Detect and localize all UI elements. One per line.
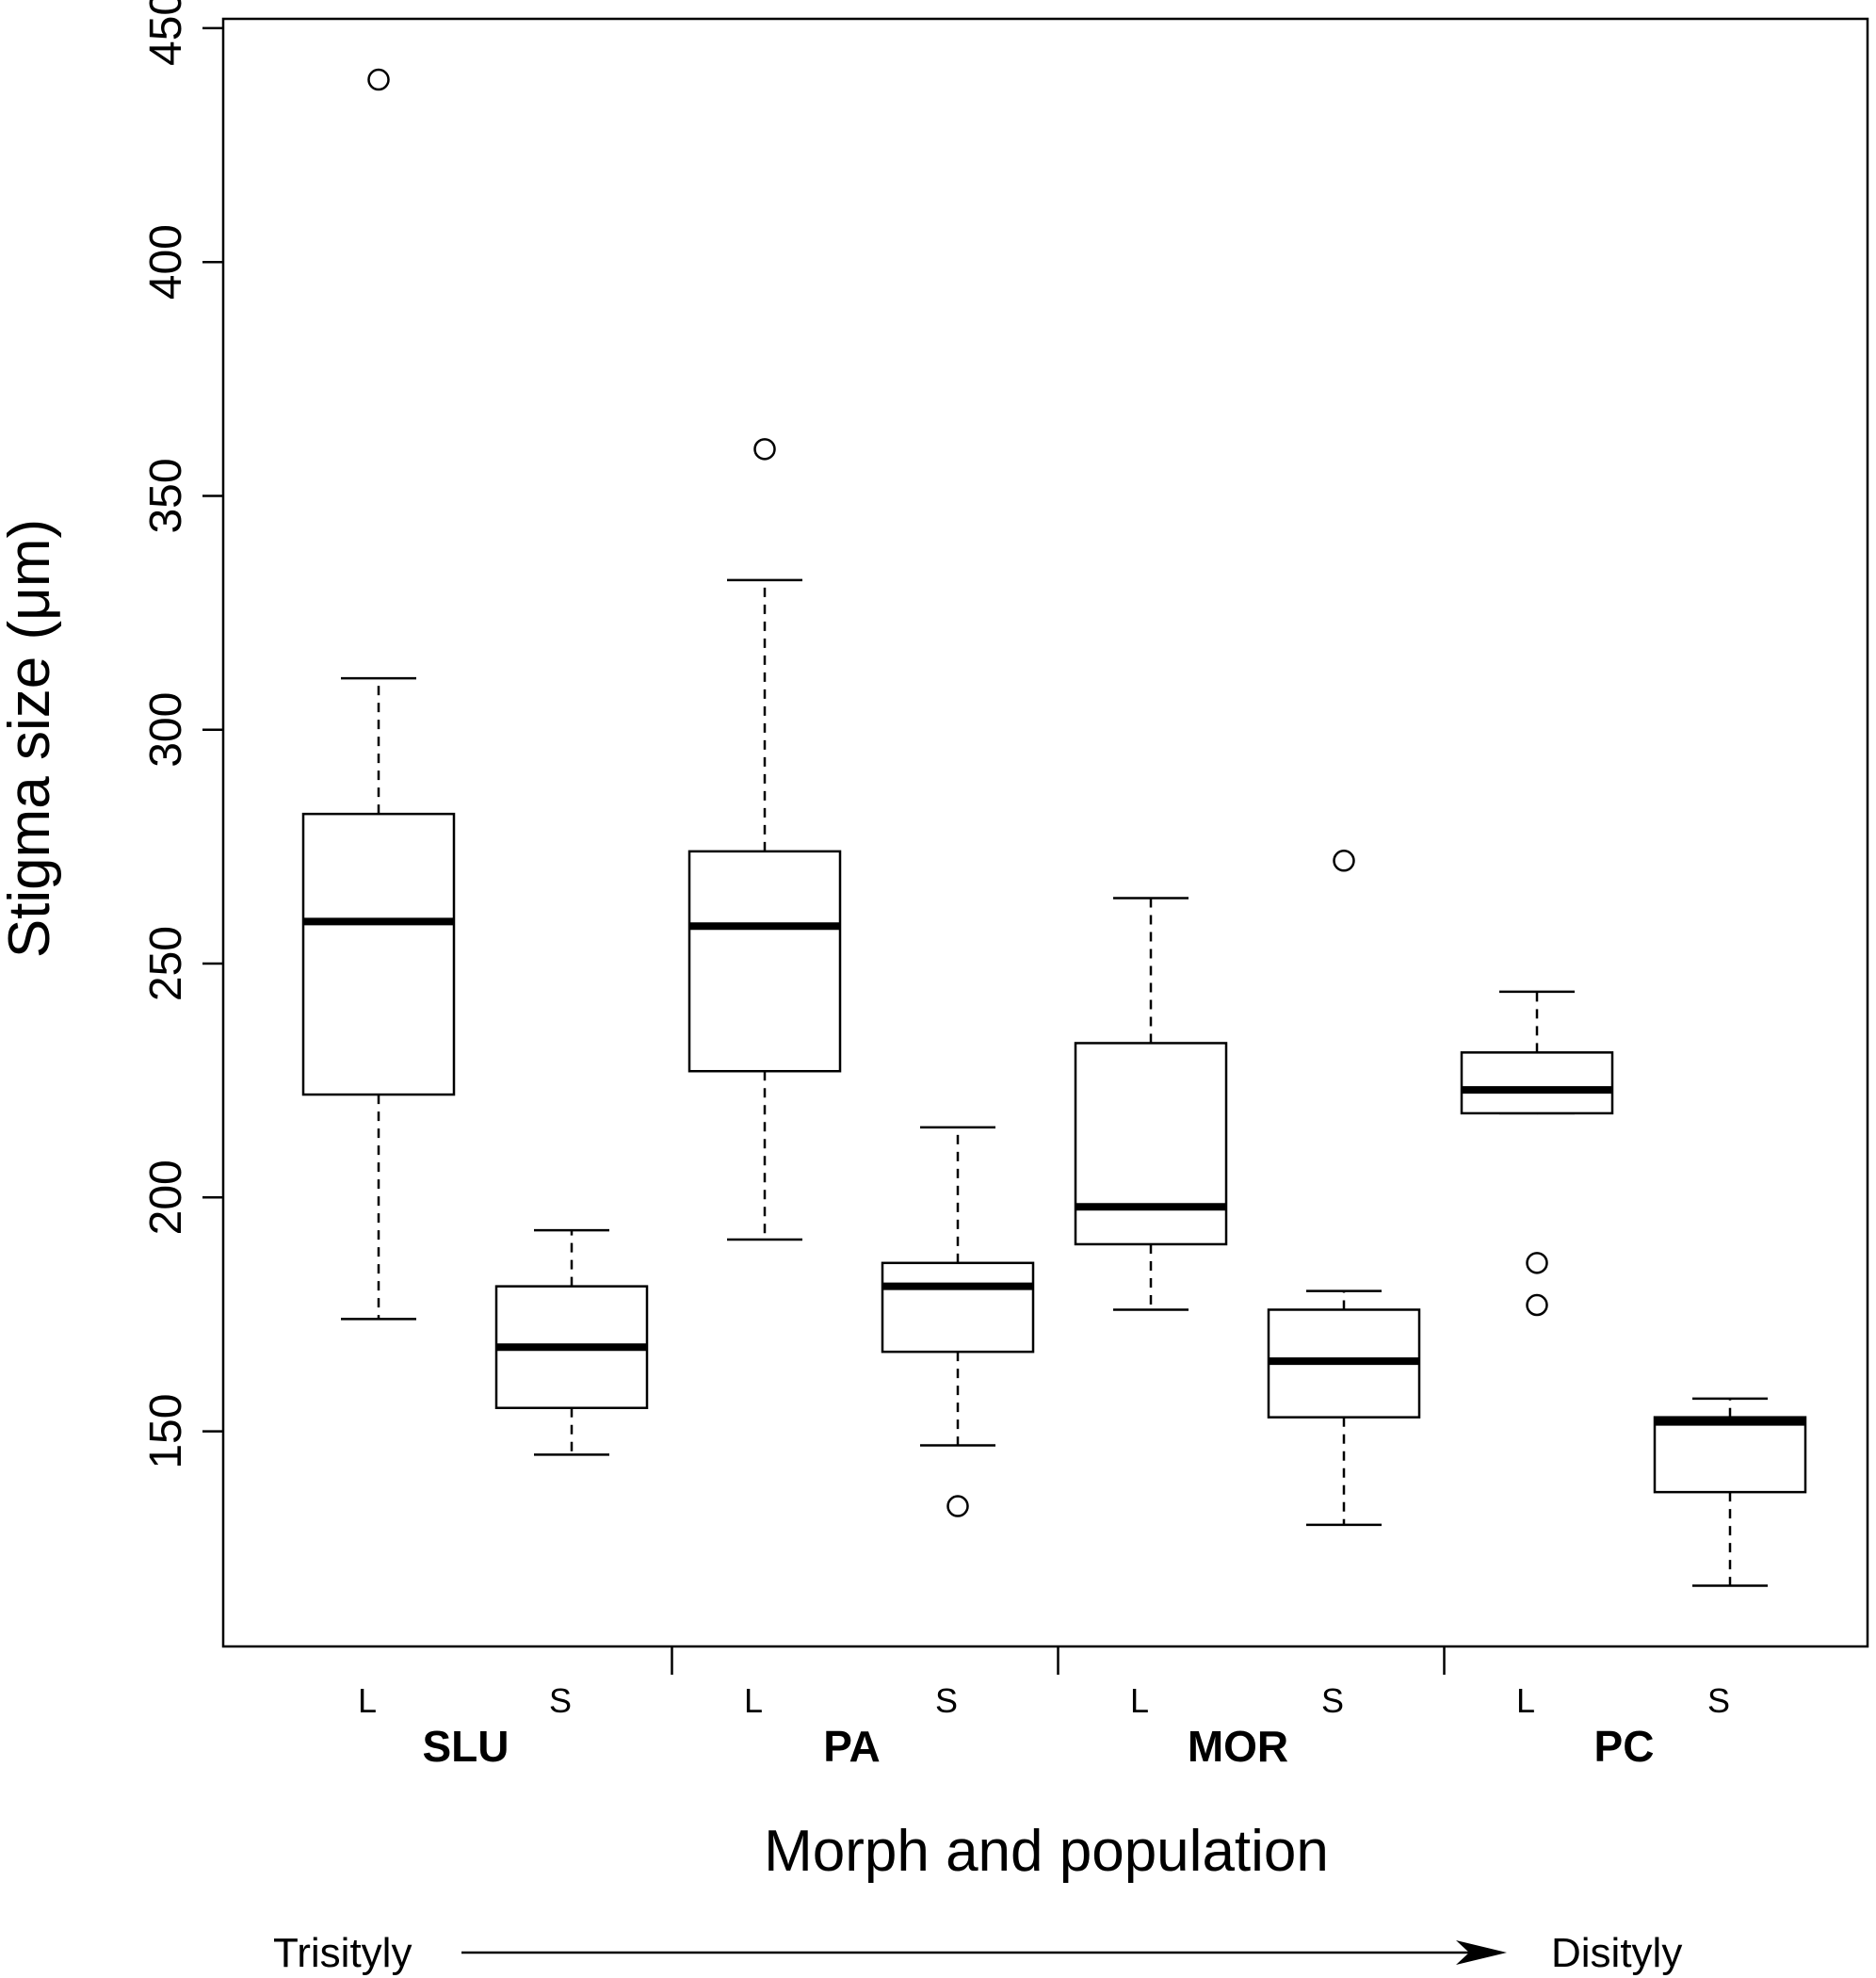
box-pa-l bbox=[687, 438, 842, 1241]
y-axis-title: Stigma size (μm) bbox=[0, 519, 62, 958]
box-iqr bbox=[301, 812, 456, 1096]
x-population-label: SLU bbox=[423, 1722, 509, 1771]
box-pc-s bbox=[1653, 1397, 1807, 1587]
box-mor-s bbox=[1267, 850, 1421, 1527]
x-morph-label: L bbox=[358, 1681, 377, 1720]
box-pc-l bbox=[1460, 990, 1614, 1317]
x-morph-label: S bbox=[1321, 1681, 1344, 1720]
outlier-point bbox=[753, 438, 776, 461]
outlier-point bbox=[946, 1495, 969, 1517]
x-population-label: PC bbox=[1594, 1722, 1655, 1771]
x-morph-label: S bbox=[935, 1681, 958, 1720]
x-axis: L S SLU L S PA L S MOR L S PC bbox=[358, 1646, 1730, 1771]
outlier-point bbox=[367, 68, 390, 91]
x-morph-label: S bbox=[1707, 1681, 1730, 1720]
y-tick-label: 150 bbox=[141, 1394, 191, 1469]
outlier-point bbox=[1333, 850, 1355, 872]
boxes bbox=[301, 68, 1807, 1587]
x-population-label: PA bbox=[823, 1722, 881, 1771]
box-slu-s bbox=[494, 1228, 649, 1456]
box-mor-l bbox=[1074, 897, 1228, 1311]
box-iqr bbox=[1074, 1042, 1228, 1246]
y-tick-label: 300 bbox=[141, 692, 191, 768]
y-tick-label: 200 bbox=[141, 1159, 191, 1235]
y-tick-label: 250 bbox=[141, 926, 191, 1001]
x-axis-title: Morph and population bbox=[764, 1819, 1329, 1884]
outlier-point bbox=[1526, 1293, 1548, 1317]
box-iqr bbox=[1460, 1051, 1614, 1115]
box-iqr bbox=[881, 1261, 1035, 1354]
box-iqr bbox=[1653, 1416, 1807, 1494]
y-tick-label: 400 bbox=[141, 224, 191, 300]
y-tick-label: 450 bbox=[141, 0, 191, 66]
x-morph-label: L bbox=[1130, 1681, 1149, 1720]
gradient-end-label: Disityly bbox=[1551, 1930, 1682, 1976]
box-slu-l bbox=[301, 68, 456, 1321]
x-morph-label: L bbox=[1516, 1681, 1535, 1720]
outlier-point bbox=[1526, 1252, 1548, 1274]
plot-frame bbox=[221, 17, 1869, 1648]
x-population-label: MOR bbox=[1188, 1722, 1288, 1771]
gradient-arrow-head bbox=[1456, 1940, 1507, 1965]
box-pa-s bbox=[881, 1126, 1035, 1517]
y-axis: 150 200 250 300 350 400 450 bbox=[141, 0, 223, 1469]
gradient-arrow: Trisityly Disityly bbox=[273, 1930, 1682, 1976]
x-morph-label: S bbox=[549, 1681, 572, 1720]
y-tick-label: 350 bbox=[141, 458, 191, 533]
x-morph-label: L bbox=[744, 1681, 763, 1720]
box-iqr bbox=[687, 850, 842, 1073]
gradient-start-label: Trisityly bbox=[273, 1930, 412, 1976]
